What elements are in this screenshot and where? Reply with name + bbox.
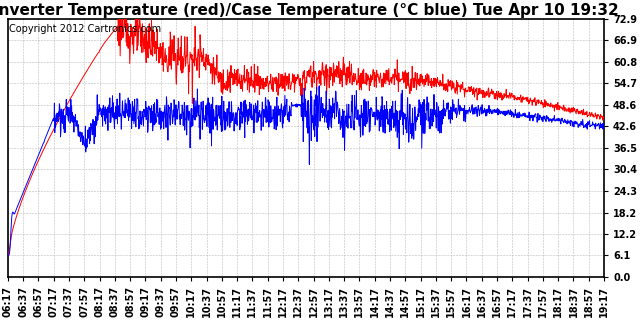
Title: Inverter Temperature (red)/Case Temperature (°C blue) Tue Apr 10 19:32: Inverter Temperature (red)/Case Temperat… xyxy=(0,3,619,18)
Text: Copyright 2012 Cartronics.com: Copyright 2012 Cartronics.com xyxy=(9,24,161,34)
